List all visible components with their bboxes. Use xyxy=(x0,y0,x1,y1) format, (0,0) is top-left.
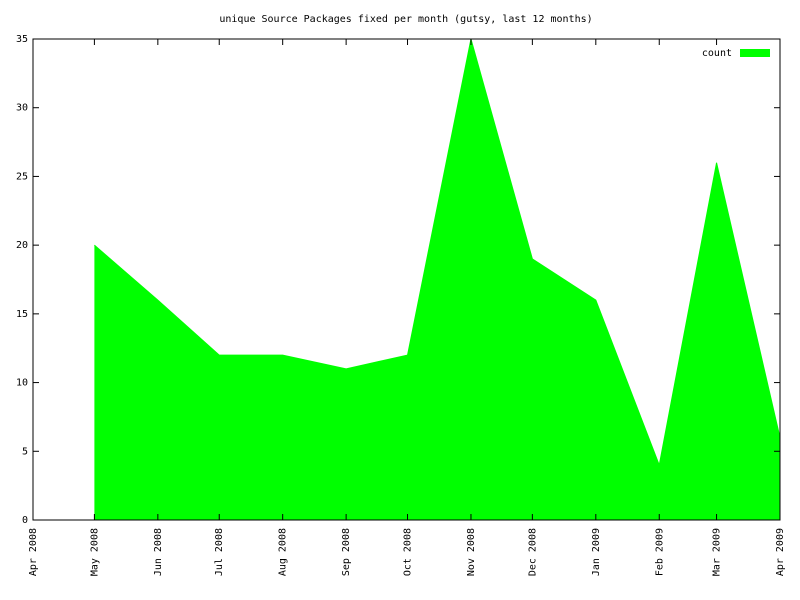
y-tick-label: 0 xyxy=(22,515,28,526)
plot-frame xyxy=(32,38,781,521)
chart-title: unique Source Packages fixed per month (… xyxy=(219,14,592,25)
y-tick-label: 5 xyxy=(22,446,28,457)
x-tick-label: Aug 2008 xyxy=(278,528,289,576)
area-line xyxy=(94,38,781,467)
y-tick-label: 30 xyxy=(16,103,28,114)
x-tick-label: Mar 2009 xyxy=(712,528,723,576)
x-tick-label: Dec 2008 xyxy=(527,528,538,576)
y-tick-label: 10 xyxy=(16,378,28,389)
x-tick-label: Jan 2009 xyxy=(591,528,602,576)
y-tick-label: 25 xyxy=(16,171,28,182)
x-tick-label: Jul 2008 xyxy=(214,528,225,576)
x-tick-label: Apr 2009 xyxy=(775,528,786,576)
x-tick-label: Nov 2008 xyxy=(466,528,477,576)
x-tick-label: Oct 2008 xyxy=(403,528,414,576)
y-tick-label: 35 xyxy=(16,34,28,45)
x-tick-label: May 2008 xyxy=(89,528,100,576)
legend-label: count xyxy=(702,48,732,59)
legend-swatch xyxy=(740,49,770,57)
x-tick-label: Sep 2008 xyxy=(341,528,352,576)
x-tick-label: Feb 2009 xyxy=(654,528,665,576)
y-tick-label: 20 xyxy=(16,240,28,251)
x-tick-label: Apr 2008 xyxy=(28,528,39,576)
area-fill xyxy=(94,39,780,520)
y-tick-label: 15 xyxy=(16,309,28,320)
x-tick-label: Jun 2008 xyxy=(153,528,164,576)
